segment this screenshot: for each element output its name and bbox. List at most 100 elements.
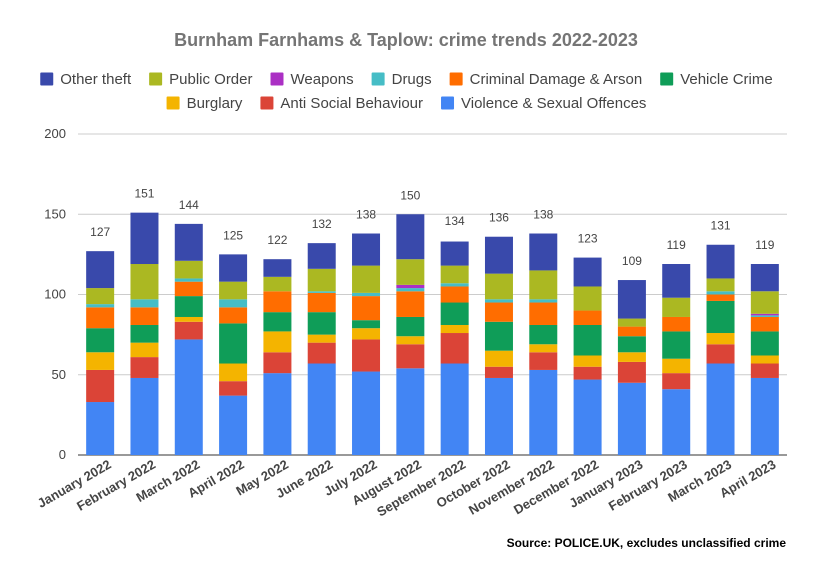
bar-segment-vehicle-crime bbox=[617, 336, 646, 353]
y-tick-label: 0 bbox=[59, 447, 66, 462]
bar-segment-vehicle-crime bbox=[396, 316, 425, 337]
bar-segment-violence-sexual-offences bbox=[662, 389, 691, 455]
bar-segment-criminal-damage-arson bbox=[263, 291, 292, 313]
bar-segment-burglary bbox=[706, 333, 735, 345]
bar-segment-public-order bbox=[484, 273, 513, 300]
bar-segment-anti-social-behaviour bbox=[307, 342, 336, 364]
bar-segment-criminal-damage-arson bbox=[174, 281, 203, 297]
bar-segment-anti-social-behaviour bbox=[263, 352, 292, 374]
bar-segment-other-theft bbox=[219, 254, 248, 282]
bar-segment-public-order bbox=[440, 265, 469, 284]
y-axis-ticks: 0 50 100 150 200 bbox=[44, 126, 66, 462]
bar-october-2022 bbox=[484, 236, 513, 455]
bar-segment-public-order bbox=[573, 286, 602, 311]
bar-segment-criminal-damage-arson bbox=[750, 316, 779, 332]
bar-segment-other-theft bbox=[484, 236, 513, 274]
bar-segment-anti-social-behaviour bbox=[750, 363, 779, 378]
legend-label: Weapons bbox=[291, 71, 354, 88]
legend-label: Burglary bbox=[187, 95, 243, 112]
legend-label: Drugs bbox=[392, 71, 432, 88]
bar-segment-drugs bbox=[484, 299, 513, 303]
bar-segment-burglary bbox=[86, 352, 115, 370]
bar-segment-vehicle-crime bbox=[750, 331, 779, 356]
bar-segment-vehicle-crime bbox=[484, 321, 513, 351]
bar-january-2022 bbox=[86, 251, 115, 455]
legend-label: Criminal Damage & Arson bbox=[470, 71, 643, 88]
bar-segment-anti-social-behaviour bbox=[86, 369, 115, 403]
bar-segment-drugs bbox=[174, 278, 203, 282]
bar-segment-vehicle-crime bbox=[219, 323, 248, 364]
bar-segment-other-theft bbox=[529, 233, 558, 271]
bar-segment-other-theft bbox=[130, 212, 159, 265]
bar-segment-anti-social-behaviour bbox=[617, 361, 646, 383]
source-note: Source: POLICE.UK, excludes unclassified… bbox=[507, 536, 787, 550]
bar-segment-burglary bbox=[750, 355, 779, 364]
bar-segment-drugs bbox=[86, 304, 115, 308]
bar-segment-violence-sexual-offences bbox=[484, 377, 513, 455]
bar-segment-other-theft bbox=[440, 241, 469, 266]
bar-segment-vehicle-crime bbox=[352, 320, 381, 329]
bar-segment-public-order bbox=[750, 291, 779, 314]
legend-swatch-violence-sexual-offences bbox=[441, 96, 455, 110]
bar-segment-other-theft bbox=[174, 223, 203, 261]
bar-march-2022 bbox=[174, 223, 203, 455]
bar-segment-criminal-damage-arson bbox=[219, 307, 248, 324]
legend-swatch-vehicle-crime bbox=[660, 72, 674, 86]
bar-segment-anti-social-behaviour bbox=[352, 339, 381, 372]
bar-total-label: 134 bbox=[445, 214, 465, 228]
bar-totals: 127 151 144 125 122 132 138 150 134 136 138 123 109 1… bbox=[90, 187, 775, 268]
bar-segment-vehicle-crime bbox=[706, 300, 735, 334]
bar-segment-violence-sexual-offences bbox=[307, 363, 336, 455]
bar-segment-other-theft bbox=[396, 214, 425, 260]
bar-total-label: 109 bbox=[622, 254, 642, 268]
bar-segment-drugs bbox=[396, 288, 425, 292]
legend-label: Other theft bbox=[60, 71, 132, 88]
bar-segment-drugs bbox=[529, 299, 558, 303]
bar-segment-public-order bbox=[529, 270, 558, 300]
bar-segment-violence-sexual-offences bbox=[573, 379, 602, 455]
bar-segment-weapons bbox=[750, 313, 779, 316]
bar-total-label: 138 bbox=[533, 208, 553, 222]
legend-swatch-drugs bbox=[371, 72, 385, 86]
bar-total-label: 132 bbox=[312, 217, 332, 231]
bar-segment-drugs bbox=[750, 315, 779, 317]
bar-segment-drugs bbox=[307, 291, 336, 293]
bar-segment-violence-sexual-offences bbox=[396, 368, 425, 455]
bar-segment-burglary bbox=[440, 325, 469, 334]
bar-april-2023 bbox=[750, 264, 779, 455]
bar-segment-other-theft bbox=[662, 264, 691, 298]
bar-segment-criminal-damage-arson bbox=[307, 292, 336, 313]
legend-swatch-public-order bbox=[149, 72, 163, 86]
bar-segment-public-order bbox=[130, 264, 159, 300]
bar-segment-criminal-damage-arson bbox=[352, 296, 381, 321]
bar-segment-public-order bbox=[86, 288, 115, 305]
bar-segment-vehicle-crime bbox=[130, 325, 159, 343]
bar-segment-burglary bbox=[307, 334, 336, 343]
bar-segment-burglary bbox=[130, 342, 159, 358]
bar-february-2022 bbox=[130, 212, 159, 455]
bar-segment-burglary bbox=[396, 336, 425, 345]
y-tick-label: 150 bbox=[44, 206, 66, 221]
bar-segment-anti-social-behaviour bbox=[396, 344, 425, 369]
bar-total-label: 119 bbox=[755, 238, 774, 252]
bar-segment-anti-social-behaviour bbox=[662, 373, 691, 390]
bar-segment-criminal-damage-arson bbox=[86, 307, 115, 329]
bar-august-2022 bbox=[396, 214, 425, 455]
bar-total-label: 123 bbox=[578, 232, 598, 246]
bar-segment-criminal-damage-arson bbox=[130, 307, 159, 325]
bar-segment-other-theft bbox=[352, 233, 381, 266]
bar-february-2023 bbox=[662, 264, 691, 455]
bar-november-2022 bbox=[529, 233, 558, 455]
bar-segment-vehicle-crime bbox=[86, 328, 115, 353]
bar-june-2022 bbox=[307, 243, 336, 455]
bar-segment-violence-sexual-offences bbox=[529, 369, 558, 455]
y-tick-label: 100 bbox=[44, 287, 66, 302]
bar-december-2022 bbox=[573, 257, 602, 455]
y-tick-label: 200 bbox=[44, 126, 66, 141]
bar-segment-vehicle-crime bbox=[662, 331, 691, 359]
bar-segment-burglary bbox=[352, 328, 381, 340]
bar-segment-burglary bbox=[484, 350, 513, 367]
bar-april-2022 bbox=[219, 254, 248, 455]
bar-segment-vehicle-crime bbox=[573, 325, 602, 356]
